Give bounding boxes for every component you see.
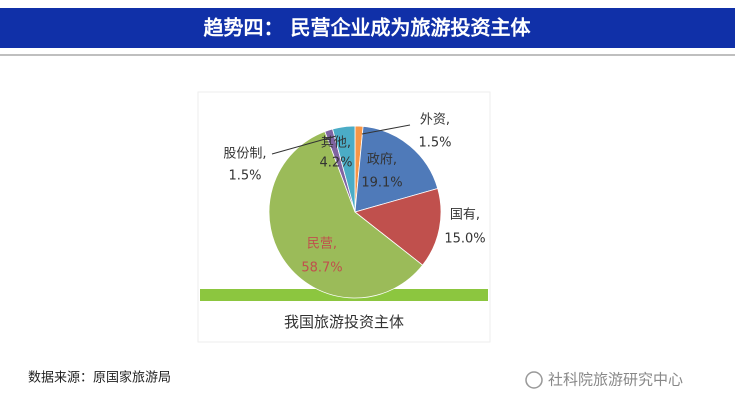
- watermark: 社科院旅游研究中心: [548, 371, 683, 389]
- source: 数据来源：原国家旅游局: [28, 370, 171, 386]
- pie: [268, 125, 442, 299]
- pie-slice: [332, 125, 356, 213]
- slice-label: 民营,: [307, 237, 337, 252]
- slice-label: 其他,: [321, 136, 351, 151]
- value-label: 19.1%: [361, 176, 402, 191]
- pie-slice: [354, 188, 442, 266]
- slice-label: 国有,: [450, 208, 480, 223]
- header-title: 趋势四： 民营企业成为旅游投资主体: [204, 16, 532, 40]
- value-label: 1.5%: [228, 169, 261, 184]
- pie-slice: [354, 125, 439, 213]
- chart-title: 我国旅游投资主体: [284, 313, 404, 331]
- header-bar: [0, 8, 735, 48]
- leader-line: [271, 135, 337, 155]
- value-label: 15.0%: [444, 232, 485, 247]
- value-label: 1.5%: [418, 136, 451, 151]
- slice-label: 股份制,: [223, 147, 266, 162]
- slice-label: 政府,: [367, 153, 397, 168]
- leader-line: [361, 124, 411, 135]
- value-label: 58.7%: [301, 261, 342, 276]
- slice-label: 外资,: [420, 113, 450, 128]
- pie-slice: [268, 130, 424, 299]
- value-label: 4.2%: [319, 156, 352, 171]
- chart-frame: [197, 91, 491, 343]
- watermark-icon: [525, 371, 543, 389]
